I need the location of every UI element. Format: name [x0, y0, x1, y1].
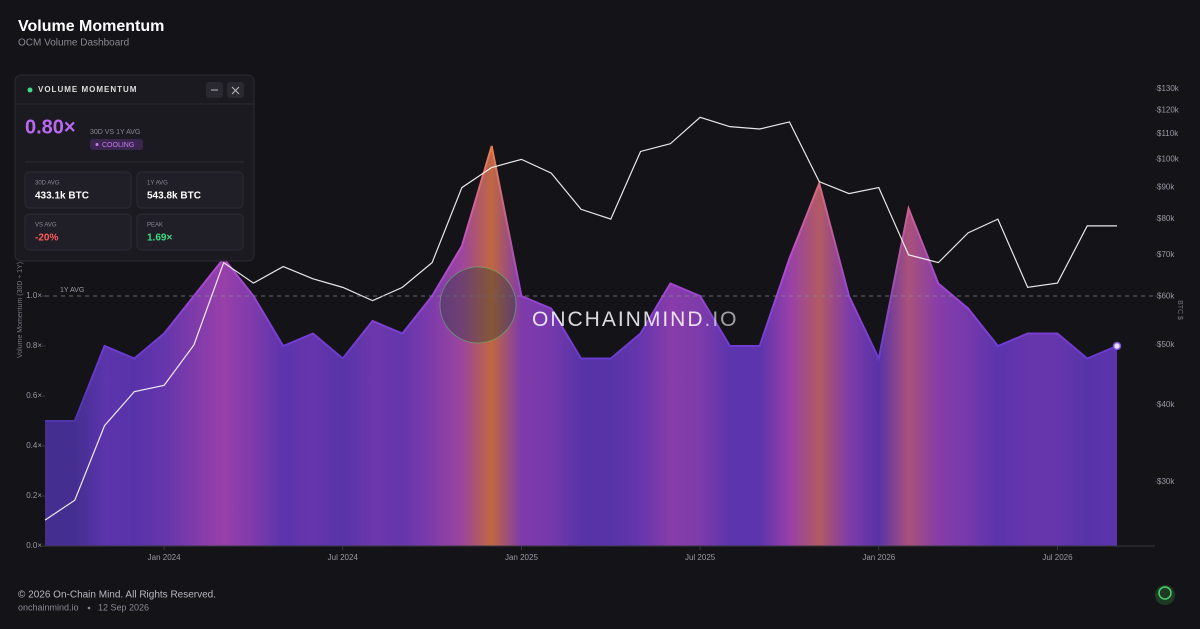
stat-card [136, 171, 244, 209]
x-tick-label: Jan 2025 [505, 553, 538, 562]
plot: 0.0× 0.2× 0.4× 0.6× 0.8× 1.0× $30k $40k $50k $60k… [17, 84, 1183, 562]
x-tick-label: Jul 2024 [328, 553, 359, 562]
panel-caption: 30D VS 1Y AVG [90, 129, 140, 136]
chart-subtitle: OCM Volume Dashboard [18, 38, 129, 49]
y-tick-label: 0.6× [26, 391, 42, 400]
stat-card [24, 213, 132, 251]
watermark: ONCHAINMIND.IO [532, 308, 739, 331]
watermark-suffix: .IO [705, 308, 739, 331]
y2-tick-label: $30k [1157, 477, 1175, 486]
badge-dot [95, 143, 99, 146]
x-tick-label: Jul 2026 [1042, 553, 1073, 562]
status-badge [90, 139, 143, 150]
x-tick-label: Jan 2026 [862, 553, 895, 562]
logo [1155, 585, 1175, 605]
panel-value: 0.80× [25, 116, 76, 138]
y2-tick-label: $130k [1157, 84, 1180, 93]
price-line [44, 116, 1117, 521]
y2-tick-label: $100k [1157, 154, 1180, 163]
footer-copyright: © 2026 On-Chain Mind. All Rights Reserve… [18, 590, 216, 601]
chart-title: Volume Momentum [18, 18, 164, 35]
x-tick-label: Jan 2024 [148, 553, 181, 562]
y2-tick-label: $70k [1157, 250, 1175, 259]
stat-value: 543.8k BTC [147, 191, 201, 202]
stat-value: 433.1k BTC [35, 191, 89, 202]
y-tick-label: 0.0× [26, 541, 42, 550]
y-tick-label: 0.2× [26, 491, 42, 500]
stat-value: -20% [35, 233, 58, 244]
y2-tick-label: $120k [1157, 106, 1180, 115]
stat-label: VS AVG [35, 223, 57, 229]
stat-value: 1.69× [147, 233, 172, 244]
footer-site: onchainmind.io [18, 602, 79, 612]
panel-title: VOLUME MOMENTUM [38, 85, 137, 94]
panel-status: COOLING [102, 142, 134, 149]
y2-axis-label: BTC $ [1176, 300, 1183, 320]
momentum-area [45, 146, 1117, 546]
y2-tick-label: $50k [1157, 340, 1175, 349]
footer-separator [87, 606, 91, 610]
y2-tick-label: $40k [1157, 400, 1175, 409]
stat-label: 1Y AVG [147, 181, 168, 187]
y-tick-label: 0.8× [26, 341, 42, 350]
stat-card [24, 171, 132, 209]
logo-mark [1158, 586, 1172, 600]
reference-label: 1Y AVG [60, 287, 84, 294]
watermark-name: ONCHAINMIND [532, 308, 705, 331]
watermark-logo [439, 266, 517, 344]
stats: 30D AVG 433.1k BTC 1Y AVG 543.8k BTC VS AVG -… [24, 171, 244, 251]
y-axis-label: Volume Momentum (30D ÷ 1Y) [17, 262, 24, 358]
status-dot [27, 87, 33, 93]
y2-tick-label: $110k [1157, 129, 1179, 138]
stat-card [136, 213, 244, 251]
footer-date: 12 Sep 2026 [98, 602, 149, 612]
y2-tick-label: $60k [1157, 291, 1175, 300]
y-tick-label: 0.4× [26, 441, 42, 450]
y2-tick-label: $90k [1157, 183, 1175, 192]
stat-label: PEAK [147, 223, 163, 229]
close-icon [231, 86, 240, 95]
y-tick-label: 1.0× [26, 291, 42, 300]
panel: VOLUME MOMENTUM 0.80× 30D VS 1Y AVG COOL… [14, 74, 255, 262]
stat-label: 30D AVG [35, 181, 60, 187]
y2-tick-label: $80k [1157, 214, 1175, 223]
last-point [1112, 341, 1122, 351]
x-tick-label: Jul 2025 [685, 553, 716, 562]
